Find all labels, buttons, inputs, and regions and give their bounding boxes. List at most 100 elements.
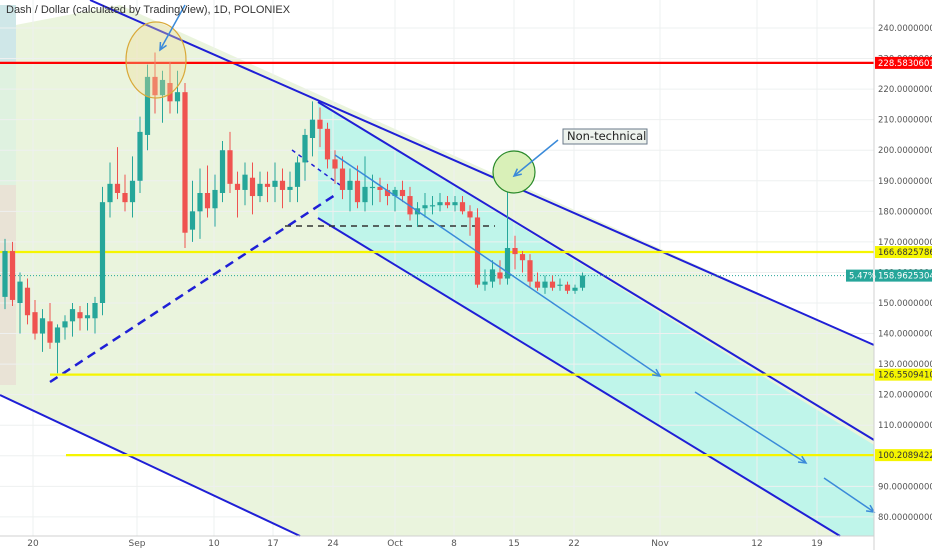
candle-body <box>572 287 578 291</box>
candle-body <box>159 79 166 96</box>
short-dashed-line <box>291 149 341 186</box>
x-tick-label: Nov <box>651 539 669 549</box>
candle-body <box>422 205 428 209</box>
candle <box>122 174 128 212</box>
candle <box>564 281 571 294</box>
candle-body <box>302 134 308 163</box>
range-box-bottom <box>0 185 16 385</box>
inner-channel-fill <box>318 102 874 536</box>
candle-body <box>54 327 61 343</box>
x-tick-label: 15 <box>508 539 519 549</box>
candle <box>137 116 143 193</box>
y-tick-label: 120.00000000 <box>878 391 932 401</box>
candle-body <box>69 309 76 322</box>
candle-body <box>452 202 458 206</box>
candle <box>129 156 136 218</box>
y-tick-label: 220.00000000 <box>878 85 932 95</box>
candle <box>54 324 61 374</box>
candle <box>77 306 83 331</box>
candle-body <box>24 287 31 316</box>
candle <box>302 128 308 181</box>
candle <box>39 309 46 352</box>
candle <box>512 235 518 270</box>
candle <box>249 162 256 215</box>
change-label: 5.47% <box>849 272 876 282</box>
candle-body <box>189 211 196 230</box>
candle-body <box>497 272 503 279</box>
candle-body <box>107 183 113 203</box>
candle-body <box>384 189 391 197</box>
candle-body <box>482 281 488 285</box>
candle-body <box>9 251 16 300</box>
x-tick-label: 8 <box>451 539 457 549</box>
x-tick-label: 20 <box>27 539 39 549</box>
projection-arrow-1-head <box>651 368 662 377</box>
candle <box>144 64 151 151</box>
candle <box>452 196 458 212</box>
candle-body <box>519 254 526 261</box>
candle-body <box>17 281 23 303</box>
candle-body <box>294 162 301 187</box>
candle-body <box>227 150 233 184</box>
candle <box>429 196 436 215</box>
candle-body <box>2 251 8 297</box>
candle-body <box>339 168 346 190</box>
candle-body <box>377 186 383 190</box>
price-level-tag <box>875 368 932 381</box>
candle <box>557 278 563 291</box>
candle-body <box>437 202 443 206</box>
candle-body <box>392 189 398 197</box>
candle-body <box>219 150 226 193</box>
candle <box>459 196 466 215</box>
projection-arrow-1 <box>334 154 661 377</box>
candle-body <box>564 284 571 291</box>
candle <box>384 183 391 206</box>
price-level-label: 228.58306015 <box>878 59 932 69</box>
candle-body <box>512 247 518 255</box>
candle <box>182 82 188 248</box>
annotation-box <box>562 128 648 145</box>
price-level-tag <box>875 246 932 259</box>
candle <box>152 52 158 114</box>
candle-body <box>47 321 53 343</box>
candle <box>114 147 121 200</box>
candle <box>392 186 398 212</box>
candle-body <box>444 202 451 206</box>
candle <box>542 275 548 294</box>
candle <box>92 296 98 334</box>
candle-body <box>32 312 38 334</box>
candle-body <box>489 269 496 282</box>
candle-body <box>527 260 533 282</box>
candle-body <box>264 183 271 187</box>
candle <box>482 269 488 291</box>
candle-body <box>99 202 106 303</box>
candle <box>32 299 38 340</box>
candle-body <box>122 192 128 203</box>
annotation-label: Non-technical <box>567 129 646 143</box>
candle <box>2 238 8 310</box>
y-tick-label: 170.00000000 <box>878 238 932 248</box>
x-tick-label: 22 <box>568 539 579 549</box>
candle-body <box>39 318 46 334</box>
candle-body <box>347 180 353 190</box>
candle-body <box>287 186 293 190</box>
range-box-mid <box>0 63 16 185</box>
y-tick-label: 190.00000000 <box>878 177 932 187</box>
candle-body <box>77 312 83 319</box>
candle <box>519 251 526 273</box>
candle <box>399 180 406 203</box>
candle <box>189 180 196 242</box>
candle <box>347 168 353 212</box>
candle-body <box>84 315 91 319</box>
candle-body <box>534 281 541 288</box>
callout-arrow-top <box>159 4 186 51</box>
candle-body <box>197 192 203 212</box>
candle <box>579 272 586 291</box>
candle-body <box>369 186 376 189</box>
inner-channel-lower-line <box>317 217 841 537</box>
candle-body <box>579 275 586 288</box>
price-level-label: 100.20894221 <box>878 451 932 461</box>
candle-body <box>62 321 68 328</box>
